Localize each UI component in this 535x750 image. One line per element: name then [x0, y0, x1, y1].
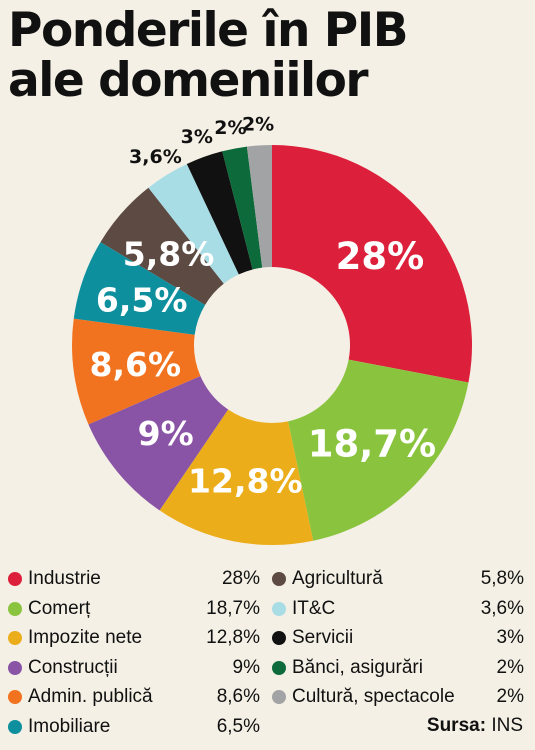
- slice-4: [88, 375, 229, 511]
- legend-swatch: [8, 719, 22, 734]
- legend-value: 5,8%: [480, 568, 524, 589]
- source-note: Sursa: INS: [427, 715, 523, 737]
- legend-swatch: [272, 601, 286, 616]
- legend-label: Agricultură: [292, 568, 383, 589]
- chart-title: Ponderile în PIB ale domeniilor: [8, 6, 528, 106]
- slice-9: [186, 151, 253, 275]
- slice-7: [100, 187, 224, 305]
- legend-item: Comerț 18,7%: [8, 596, 260, 622]
- data-label-8: 3,6%: [129, 146, 182, 168]
- slice-1: [272, 145, 472, 383]
- donut-chart: 28%18,7%12,8%9%8,6%6,5%5,8%3,6%3% 2%2%: [71, 113, 472, 545]
- legend-label: Impozite nete: [28, 627, 143, 648]
- legend-value: 2%: [496, 686, 524, 707]
- legend-value: 9%: [232, 656, 260, 678]
- legend-swatch: [8, 631, 22, 645]
- legend-item: Cultură, spectacole 2%: [272, 684, 524, 710]
- data-label-4: 9%: [138, 414, 194, 453]
- legend-swatch: [272, 690, 286, 704]
- legend-swatch: [8, 660, 22, 675]
- slice-11: [246, 145, 272, 268]
- source-label: Sursa:: [426, 715, 487, 736]
- legend-item: Bănci, asigurări 2%: [272, 655, 524, 681]
- data-label-2: 18,7%: [308, 422, 436, 465]
- legend-swatch: [8, 690, 22, 704]
- legend-swatch: [272, 572, 286, 586]
- data-label-6: 6,5%: [96, 280, 188, 319]
- legend-item: Admin. publică 8,6%: [8, 684, 260, 710]
- legend-value: 18,7%: [206, 597, 260, 619]
- legend-swatch: [272, 660, 286, 675]
- legend-label: Imobiliare: [28, 715, 111, 737]
- data-label-9: 3%: [181, 126, 213, 148]
- legend-item: Servicii 3%: [272, 625, 524, 651]
- legend-item: Agricultură 5,8%: [272, 566, 524, 592]
- donut-center-ring: [196, 269, 348, 421]
- legend-label: Industrie: [28, 568, 101, 589]
- legend-value: 3,6%: [480, 597, 524, 619]
- legend-label: IT&C: [292, 597, 336, 619]
- legend-item: Impozite nete 12,8%: [8, 625, 260, 651]
- legend-label: Cultură, spectacole: [292, 686, 455, 707]
- legend-item: IT&C 3,6%: [272, 596, 524, 622]
- slice-3: [159, 409, 314, 545]
- data-label-10: 2%: [214, 117, 246, 139]
- chart-title-line2: ale domeniilor: [8, 53, 369, 108]
- legend-label: Bănci, asigurări: [292, 656, 423, 678]
- legend-value: 6,5%: [216, 715, 260, 737]
- slice-5: [71, 318, 201, 425]
- legend-value: 8,6%: [216, 686, 260, 707]
- slice-10: [222, 146, 263, 270]
- legend-value: 2%: [496, 656, 524, 678]
- legend-value: 28%: [221, 568, 260, 589]
- legend-value: 12,8%: [206, 627, 260, 648]
- legend-item: Construcții 9%: [8, 655, 260, 681]
- data-label-5: 8,6%: [90, 345, 182, 384]
- slice-2: [288, 359, 469, 541]
- data-label-3: 12,8%: [188, 461, 303, 500]
- data-label-11: 2%: [242, 113, 274, 135]
- legend-label: Construcții: [28, 656, 118, 678]
- slice-8: [148, 164, 239, 284]
- data-label-1: 28%: [336, 235, 425, 278]
- chart-title-line1: Ponderile în PIB: [8, 3, 409, 58]
- legend-label: Admin. publică: [28, 686, 153, 707]
- legend-swatch: [8, 601, 22, 616]
- legend-item: Imobiliare 6,5%: [8, 714, 260, 740]
- slice-6: [73, 242, 206, 335]
- legend-item: Industrie 28%: [8, 566, 260, 592]
- legend-swatch: [272, 631, 286, 645]
- legend-label: Servicii: [292, 627, 354, 648]
- legend-swatch: [8, 572, 22, 586]
- legend-label: Comerț: [28, 597, 91, 619]
- data-label-7: 5,8%: [123, 235, 215, 274]
- legend-value: 3%: [496, 627, 524, 648]
- source-value: INS: [491, 715, 523, 736]
